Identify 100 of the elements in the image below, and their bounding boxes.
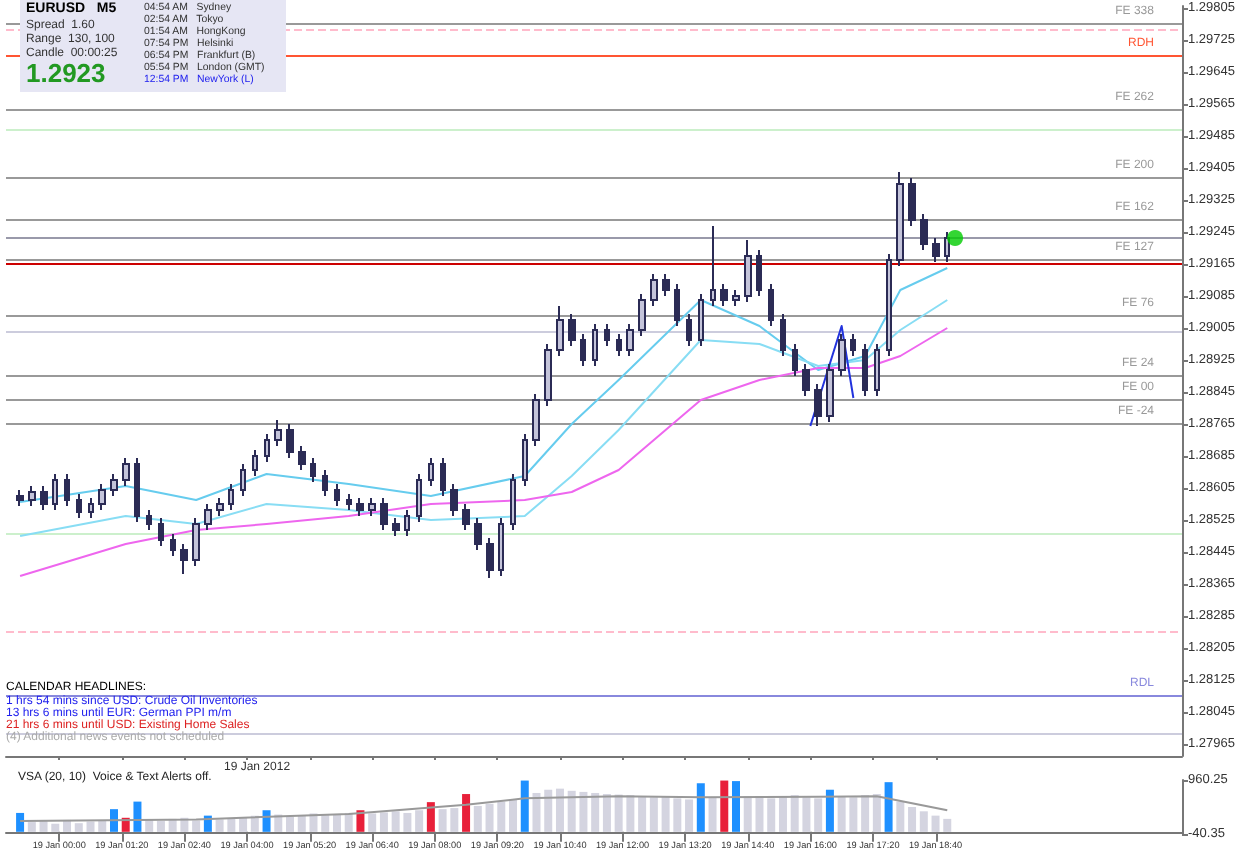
bar — [509, 799, 518, 832]
bar — [696, 783, 705, 832]
candlestick — [76, 493, 82, 519]
candlestick — [286, 423, 294, 459]
candlestick — [874, 343, 880, 397]
candlestick — [16, 489, 24, 507]
candlestick — [710, 225, 716, 307]
candlestick — [896, 171, 904, 267]
bar — [332, 814, 341, 832]
bar — [520, 780, 529, 832]
bar — [778, 796, 787, 832]
candlestick — [64, 473, 70, 507]
candlestick — [380, 497, 388, 531]
candlestick — [440, 457, 446, 497]
candlestick — [662, 273, 670, 297]
bar — [908, 807, 917, 832]
bar — [356, 810, 365, 832]
candlestick — [40, 485, 48, 511]
candlestick — [88, 497, 94, 519]
candlestick — [192, 517, 200, 567]
candlestick — [580, 333, 586, 367]
bar — [896, 801, 905, 832]
candlestick — [486, 537, 494, 579]
line-series — [19, 327, 949, 577]
candlestick — [28, 485, 36, 507]
bar — [286, 816, 295, 832]
bar — [262, 810, 271, 832]
candlestick — [170, 533, 176, 557]
bar — [368, 813, 377, 832]
bar — [192, 820, 201, 832]
candlestick — [862, 343, 868, 397]
candlestick — [780, 313, 786, 357]
candlestick — [544, 343, 552, 407]
bar — [109, 809, 118, 832]
candlestick — [674, 283, 680, 327]
candlestick — [450, 483, 458, 517]
candlestick — [346, 493, 352, 511]
candlestick — [944, 231, 950, 263]
candlestick — [932, 237, 940, 263]
candlestick — [392, 517, 400, 537]
bar — [16, 812, 25, 832]
bar — [638, 796, 647, 832]
candlestick — [744, 239, 752, 303]
candlestick — [850, 333, 856, 357]
candlestick — [532, 393, 540, 447]
candlestick — [356, 497, 364, 517]
bar — [321, 815, 330, 832]
candlestick — [216, 497, 224, 517]
bar — [814, 798, 823, 832]
line-series — [19, 795, 949, 823]
candlestick — [134, 457, 140, 523]
bar — [872, 794, 881, 832]
candlestick — [98, 483, 106, 511]
candlestick — [908, 177, 916, 227]
annotation: 1.2923 — [26, 58, 106, 89]
bar — [825, 789, 834, 832]
candlestick — [204, 503, 212, 531]
candlestick — [264, 433, 270, 463]
bar — [919, 811, 928, 832]
bar — [544, 789, 553, 832]
candlestick — [404, 509, 410, 537]
bar — [720, 780, 729, 832]
bar — [602, 794, 611, 832]
candlestick — [310, 457, 316, 483]
candlestick — [604, 323, 610, 347]
candlestick — [510, 473, 516, 531]
candlestick — [686, 313, 692, 347]
candlestick — [768, 283, 774, 327]
line-series — [19, 267, 949, 503]
candlestick — [498, 517, 504, 577]
line-series — [19, 299, 949, 537]
bar — [133, 801, 142, 832]
candlestick — [522, 433, 528, 487]
bar — [156, 821, 165, 832]
candlestick — [732, 289, 740, 307]
candlestick — [298, 445, 306, 471]
candlestick — [322, 469, 328, 497]
bar — [732, 781, 741, 832]
bar — [591, 792, 600, 832]
bar — [426, 802, 435, 832]
bar — [685, 799, 694, 832]
bar — [555, 788, 564, 832]
candlestick — [462, 503, 470, 531]
candlestick — [650, 273, 658, 307]
bar — [379, 812, 388, 832]
candlestick — [334, 483, 340, 507]
candlestick — [720, 283, 728, 307]
candlestick — [416, 473, 422, 523]
candlestick — [180, 543, 188, 575]
candlestick — [146, 509, 152, 531]
bar — [462, 794, 471, 832]
candlestick — [474, 517, 482, 551]
bar — [74, 823, 83, 832]
candlestick — [802, 363, 810, 397]
candlestick — [252, 449, 258, 477]
bar — [708, 797, 717, 832]
candlestick — [240, 463, 246, 497]
bar — [473, 805, 482, 832]
bar — [649, 797, 658, 832]
candlestick — [368, 497, 376, 517]
